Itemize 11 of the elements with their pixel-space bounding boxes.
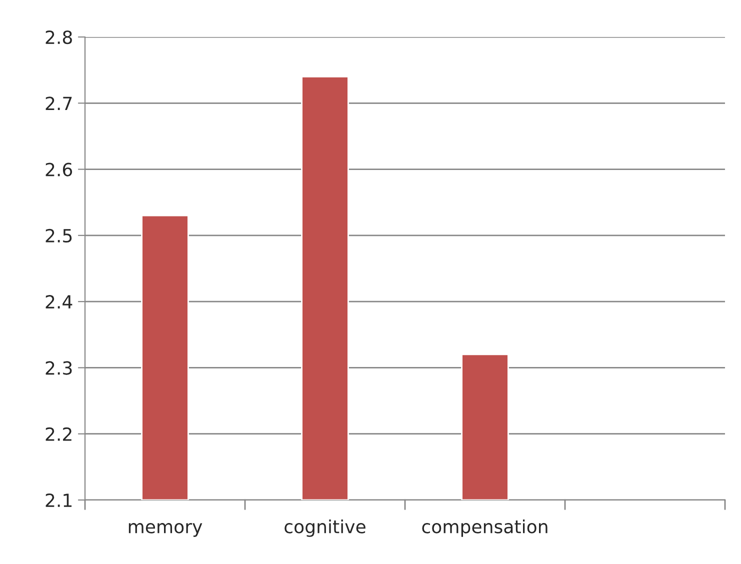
x-tick-label: compensation	[422, 519, 548, 537]
y-tick-label: 2.1	[46, 493, 72, 507]
y-tick-label: 2.6	[46, 162, 72, 176]
x-tick-label: cognitive	[284, 519, 366, 537]
y-tick-label: 2.2	[46, 427, 72, 441]
y-tick-label: 2.7	[46, 96, 72, 110]
y-tick-label: 2.3	[46, 361, 72, 375]
x-tick-label: memory	[128, 523, 202, 537]
y-tick-label: 2.4	[46, 295, 72, 308]
y-tick-label: 2.8	[46, 30, 72, 44]
y-tick-label: 2.5	[46, 228, 72, 243]
